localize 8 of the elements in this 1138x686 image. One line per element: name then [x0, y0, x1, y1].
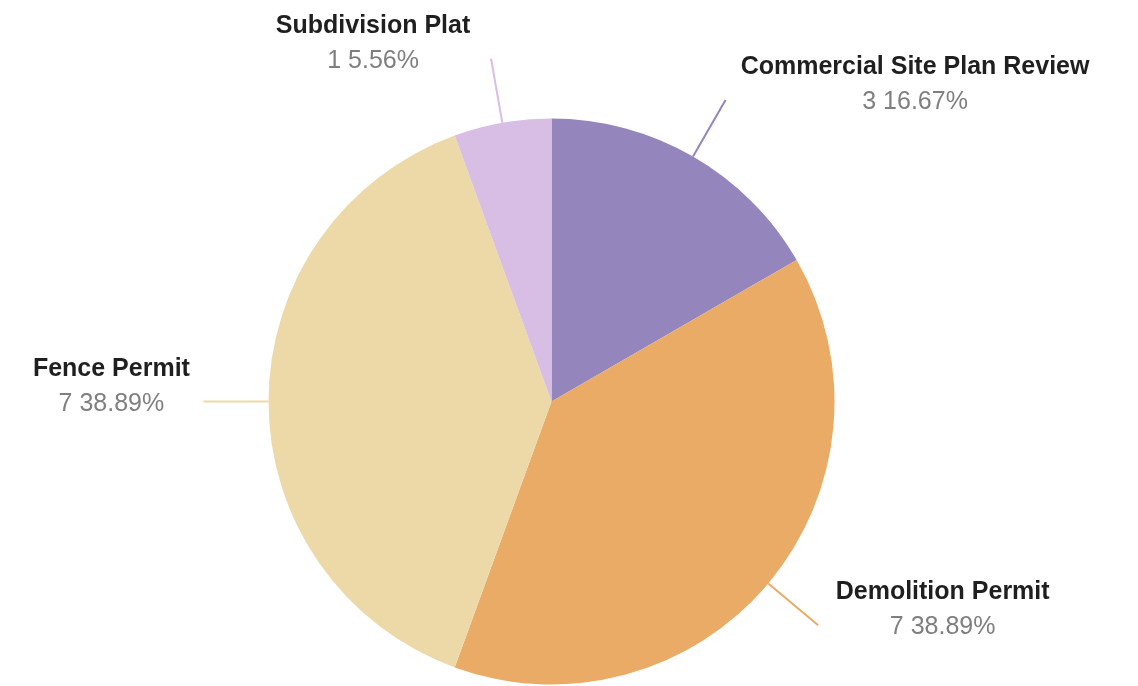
data-label: 7 38.89% — [889, 611, 996, 640]
slice-label: Demolition Permit — [835, 576, 1051, 605]
slice-label: Commercial Site Plan Review — [740, 51, 1090, 80]
slice-label: Subdivision Plat — [275, 9, 471, 38]
data-label: 1 5.56% — [327, 44, 419, 73]
data-label: 7 38.89% — [58, 387, 165, 416]
slice-label: Fence Permit — [32, 352, 191, 381]
data-label: 3 16.67% — [862, 86, 968, 115]
